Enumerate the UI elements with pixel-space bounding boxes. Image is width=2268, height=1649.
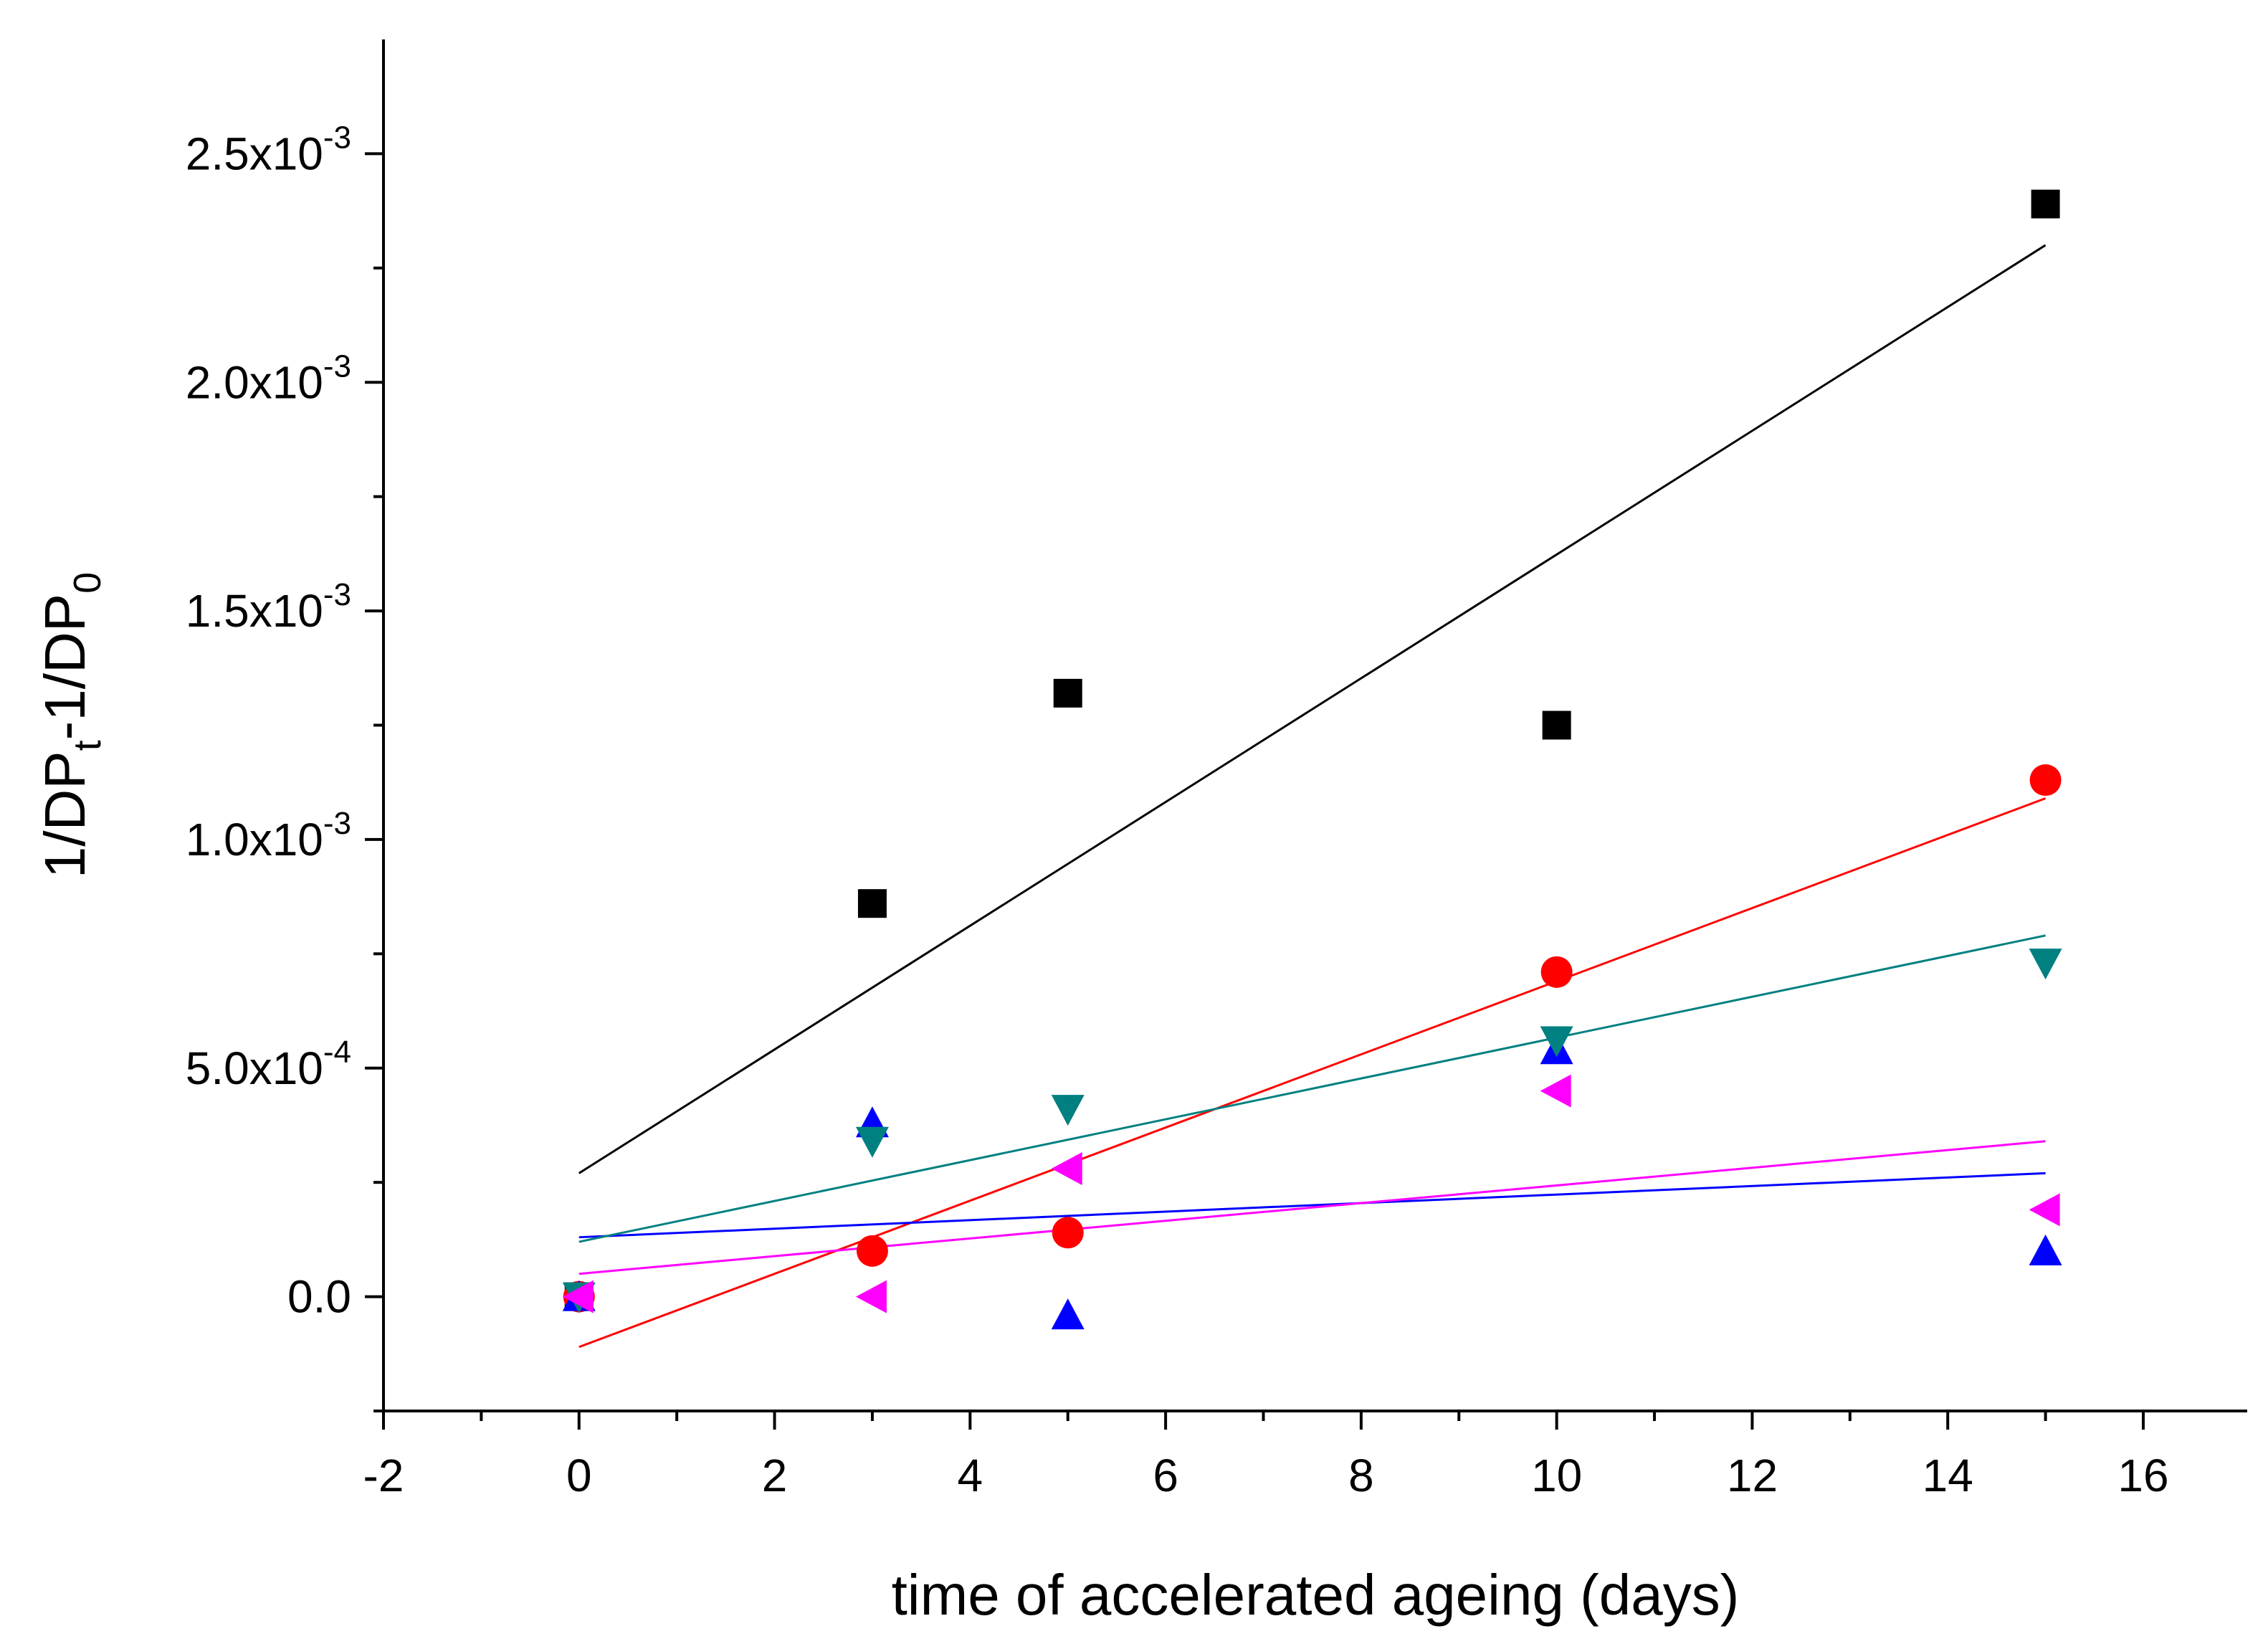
y-tick-label: 1.5x10-3 — [186, 577, 351, 637]
x-axis-title: time of accelerated ageing (days) — [892, 1563, 1740, 1627]
x-tick-label: 8 — [1348, 1450, 1374, 1501]
x-tick-label: 10 — [1531, 1450, 1582, 1501]
y-tick-exponent: -4 — [323, 1035, 351, 1070]
data-points — [562, 189, 2062, 1330]
series-4-triangle-down-point — [1540, 1026, 1573, 1058]
series-1-square-point — [2031, 189, 2060, 219]
series-5-triangle-left-point — [1540, 1074, 1571, 1108]
series-1-fit-line — [578, 244, 2047, 1174]
x-tick-label: 14 — [1922, 1450, 1973, 1501]
y-tick-mantissa: 1.5x10 — [186, 585, 323, 637]
y-tick-mantissa: 2.0x10 — [186, 356, 323, 408]
series-2-circle-point — [856, 1235, 888, 1267]
y-axis-title-part1: 1/DP — [33, 751, 97, 878]
y-tick-label: 2.0x10-3 — [186, 348, 351, 408]
series-1-square-point — [1053, 678, 1082, 708]
series-4-triangle-down-point — [855, 1126, 889, 1158]
series-5-fit-line — [578, 1140, 2046, 1275]
series-2-circle-point — [1540, 956, 1573, 988]
x-tick-label: 0 — [566, 1450, 592, 1501]
y-tick-label: 0.0 — [287, 1271, 351, 1323]
series-2-fit-line — [578, 797, 2047, 1349]
series-1-square-point — [1542, 711, 1571, 740]
y-tick-mantissa: 2.5x10 — [186, 128, 323, 179]
y-axis-title: 1/DPt-1/DP0 — [33, 572, 109, 878]
series-5-triangle-left-point — [855, 1280, 887, 1313]
series-1-square-point — [857, 889, 887, 918]
y-tick-label: 5.0x10-4 — [186, 1035, 351, 1094]
series-5-triangle-left-point — [562, 1280, 594, 1313]
x-tick-label: 12 — [1727, 1450, 1778, 1501]
y-axis-title-part2: -1/DP — [33, 594, 97, 741]
series-2-circle-point — [1052, 1217, 1084, 1249]
y-axis-title-sub2: 0 — [66, 572, 109, 594]
y-tick-mantissa: 5.0x10 — [186, 1042, 323, 1094]
x-tick-label: 2 — [762, 1450, 788, 1501]
x-tick-label: -2 — [363, 1450, 404, 1501]
series-5-triangle-left-point — [1051, 1152, 1082, 1186]
y-axis-title-sub1: t — [66, 740, 109, 751]
ticks — [365, 152, 2145, 1430]
series-4-triangle-down-point — [2029, 949, 2062, 980]
y-tick-exponent: -3 — [323, 577, 351, 612]
tick-labels: -2 0 2 4 6 8 10 12 14 160.05.0x10-41.0x10-31.5x10… — [186, 120, 2169, 1501]
series-4-triangle-down-point — [1051, 1095, 1085, 1126]
series-2-circle-point — [2029, 764, 2062, 797]
y-tick-exponent: -3 — [323, 806, 351, 841]
series-3-fit-line — [578, 1172, 2046, 1239]
fit-lines — [578, 244, 2047, 1349]
y-tick-exponent: -3 — [323, 120, 351, 155]
series-3-triangle-up-point — [1051, 1298, 1085, 1330]
x-tick-label: 6 — [1153, 1450, 1178, 1501]
y-tick-exponent: -3 — [323, 348, 351, 384]
y-tick-label: 1.0x10-3 — [186, 806, 351, 865]
series-4-fit-line — [578, 934, 2046, 1243]
x-tick-label: 4 — [958, 1450, 983, 1501]
series-5-triangle-left-point — [2029, 1193, 2060, 1227]
x-tick-label: 16 — [2117, 1450, 2168, 1501]
y-tick-mantissa: 0.0 — [287, 1271, 351, 1323]
y-tick-mantissa: 1.0x10 — [186, 814, 323, 865]
series-3-triangle-up-point — [2029, 1234, 2062, 1265]
y-tick-label: 2.5x10-3 — [186, 120, 351, 179]
